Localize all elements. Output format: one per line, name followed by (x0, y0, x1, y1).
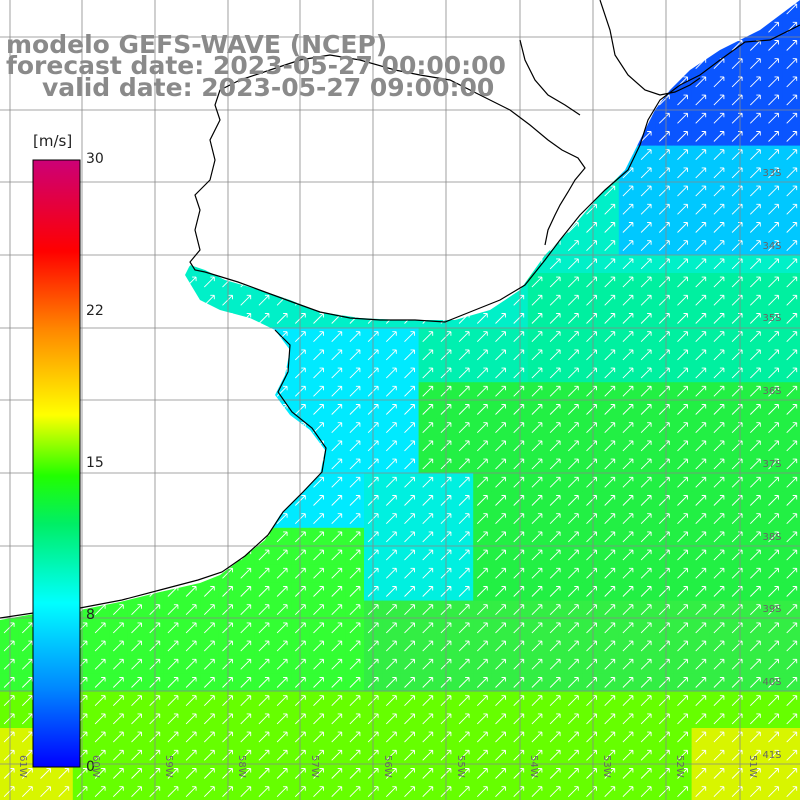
lon-label: 60W (90, 755, 101, 778)
lat-label: 39S (762, 604, 781, 615)
lon-label: 59W (163, 755, 174, 778)
lat-label: 33S (762, 168, 781, 179)
lat-label: 41S (762, 750, 781, 761)
lat-label: 36S (762, 386, 781, 397)
lat-label: 40S (762, 677, 781, 688)
lat-label: 37S (762, 459, 781, 470)
lon-label: 54W (528, 755, 539, 778)
lon-label: 61W (17, 755, 28, 778)
lon-label: 53W (601, 755, 612, 778)
lon-label: 52W (674, 755, 685, 778)
lon-label: 55W (455, 755, 466, 778)
lon-label: 57W (309, 755, 320, 778)
lon-label: 56W (382, 755, 393, 778)
lon-label: 51W (747, 755, 758, 778)
lat-label: 38S (762, 532, 781, 543)
lat-label: 35S (762, 313, 781, 324)
lon-label: 58W (236, 755, 247, 778)
lat-label: 34S (762, 241, 781, 252)
